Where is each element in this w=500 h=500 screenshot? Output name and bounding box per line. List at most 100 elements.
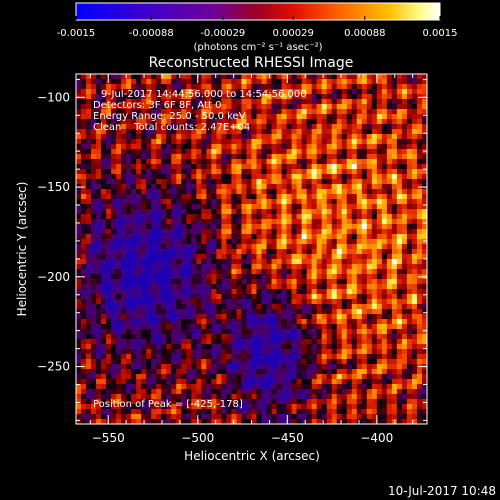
heatmap-cell [376,399,383,405]
heatmap-cell [246,104,252,110]
heatmap-cell [216,309,222,315]
heatmap-cell [201,409,207,415]
heatmap-cell [371,269,378,275]
heatmap-cell [256,89,262,95]
heatmap-cell [356,274,363,280]
heatmap-cell [96,104,102,110]
heatmap-cell [131,399,137,405]
heatmap-cell [401,99,408,105]
heatmap-cell [411,269,418,275]
heatmap-cell [166,249,172,255]
heatmap-cell [321,184,328,190]
heatmap-cell [396,119,403,125]
heatmap-cell [311,209,318,215]
heatmap-cell [376,309,383,315]
heatmap-cell [221,99,227,105]
heatmap-cell [296,399,303,405]
heatmap-cell [96,139,102,145]
heatmap-cell [366,139,373,145]
heatmap-cell [186,259,192,265]
heatmap-cell [201,389,207,395]
heatmap-cell [201,289,207,295]
heatmap-cell [221,159,227,165]
heatmap-cell [201,199,207,205]
heatmap-cell [166,239,172,245]
heatmap-cell [181,134,187,140]
heatmap-cell [196,149,202,155]
heatmap-cell [96,234,102,240]
heatmap-cell [416,369,423,375]
heatmap-cell [91,319,97,325]
heatmap-cell [226,229,232,235]
heatmap-cell [131,279,137,285]
heatmap-cell [386,254,393,260]
heatmap-cell [291,264,298,270]
heatmap-cell [331,234,338,240]
heatmap-cell [156,334,162,340]
heatmap-cell [96,289,102,295]
heatmap-cell [81,414,87,420]
heatmap-cell [356,84,363,90]
heatmap-cell [241,354,247,360]
heatmap-cell [401,204,408,210]
heatmap-cell [331,149,338,155]
heatmap-cell [76,404,82,410]
heatmap-cell [116,289,122,295]
heatmap-cell [76,374,82,380]
heatmap-cell [406,204,413,210]
heatmap-cell [271,109,277,115]
heatmap-cell [166,99,172,105]
heatmap-cell [296,409,303,415]
heatmap-cell [106,389,112,395]
heatmap-cell [296,414,303,420]
heatmap-cell [276,159,282,165]
heatmap-cell [341,374,348,380]
heatmap-cell [326,79,333,85]
heatmap-cell [336,89,343,95]
heatmap-cell [236,414,242,420]
heatmap-cell [226,344,232,350]
heatmap-cell [321,294,328,300]
heatmap-cell [151,124,157,130]
heatmap-cell [246,394,252,400]
heatmap-cell [121,244,127,250]
heatmap-cell [96,164,102,170]
heatmap-cell [361,89,368,95]
heatmap-cell [81,334,87,340]
heatmap-cell [281,394,287,400]
heatmap-cell [266,404,272,410]
heatmap-cell [326,254,333,260]
heatmap-cell [381,244,388,250]
heatmap-cell [271,154,277,160]
heatmap-cell [186,74,192,80]
heatmap-cell [251,404,257,410]
heatmap-cell [106,404,112,410]
heatmap-cell [411,239,418,245]
heatmap-cell [186,419,192,424]
heatmap-cell [366,309,373,315]
heatmap-cell [256,134,262,140]
y-tick-label: −200 [37,270,70,284]
heatmap-cell [386,394,393,400]
heatmap-cell [171,314,177,320]
heatmap-cell [136,329,142,335]
heatmap-cell [371,84,378,90]
heatmap-cell [316,234,323,240]
heatmap-cell [276,354,282,360]
heatmap-cell [401,329,408,335]
heatmap-cell [226,299,232,305]
heatmap-cell [276,84,282,90]
heatmap-cell [286,339,293,345]
heatmap-cell [291,154,298,160]
heatmap-cell [196,139,202,145]
heatmap-cell [311,404,318,410]
heatmap-cell [86,249,92,255]
heatmap-cell [421,344,427,350]
heatmap-cell [361,269,368,275]
heatmap-cell [271,239,277,245]
heatmap-cell [96,379,102,385]
heatmap-cell [211,99,217,105]
heatmap-cell [416,224,423,230]
heatmap-cell [216,354,222,360]
heatmap-cell [321,199,328,205]
